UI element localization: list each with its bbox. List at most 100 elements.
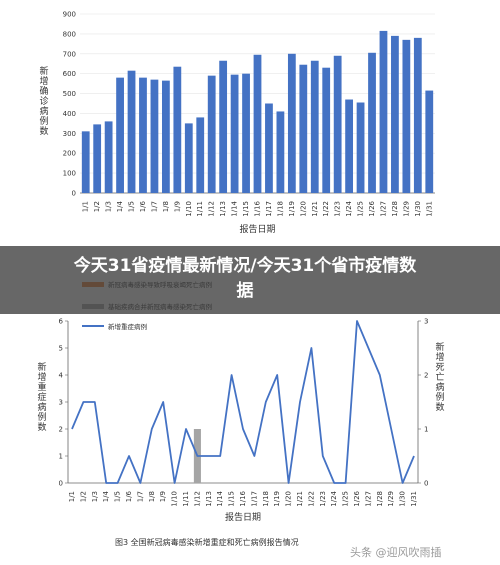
x-tick-label: 1/4 [116,200,124,212]
x-tick-label: 1/18 [262,491,270,507]
x-tick-label: 1/9 [173,201,181,212]
x-tick-label: 1/6 [125,490,133,502]
x-tick-label: 1/20 [285,491,293,507]
y-tick-label: 200 [63,150,76,158]
bar [161,80,170,193]
y-right-tick-label: 2 [424,372,428,380]
y-tick-label: 800 [63,30,76,38]
x-tick-label: 1/5 [114,491,122,502]
bar [299,64,308,193]
x-tick-label: 1/23 [319,491,327,507]
x-tick-label: 1/17 [265,201,273,217]
x-tick-label: 1/28 [391,201,399,217]
y-tick-label: 700 [63,50,76,58]
bar [345,99,354,193]
bar [127,70,136,193]
x-tick-label: 1/14 [216,490,224,506]
x-tick-label: 1/26 [368,200,376,216]
x-tick-label: 1/19 [288,201,296,217]
bar [368,52,376,194]
x-tick-label: 1/16 [239,490,247,506]
bar [402,39,411,193]
x-tick-label: 1/7 [136,491,144,502]
bar [184,123,193,193]
y-tick-label: 2 [59,426,63,434]
x-tick-label: 1/4 [102,490,110,502]
bar [379,30,388,194]
x-tick-label: 1/26 [353,490,361,506]
article-title-banner: 今天31省疫情最新情况/今天31个省市疫情数据 [0,246,500,314]
y-tick-label: 0 [59,480,63,488]
x-tick-label: 1/7 [150,201,158,212]
bar [253,54,262,194]
bar [116,77,124,193]
bar [104,121,113,193]
x-axis-label: 报告日期 [225,511,261,523]
x-tick-label: 1/31 [410,491,418,507]
x-tick-label: 1/10 [171,491,179,507]
bar [356,102,365,193]
x-tick-label: 1/2 [79,491,87,502]
bar [265,103,273,193]
y-right-axis-label: 新增死亡病例数 [435,341,444,413]
bar [413,37,422,193]
x-tick-label: 1/24 [330,490,338,506]
x-tick-label: 1/10 [185,201,193,217]
bar [139,77,147,193]
y-tick-label: 400 [63,110,76,118]
bar [219,60,228,193]
bar [425,90,434,193]
x-tick-label: 1/6 [139,200,147,212]
x-tick-label: 1/12 [193,491,201,507]
x-tick-label: 1/11 [196,201,204,217]
y-tick-label: 1 [59,453,63,461]
x-axis-label: 报告日期 [239,223,275,235]
x-tick-label: 1/30 [414,201,422,217]
article-title: 今天31省疫情最新情况/今天31个省市疫情数据 [73,256,417,301]
x-tick-label: 1/1 [82,201,90,212]
x-tick-label: 1/30 [399,491,407,507]
y-tick-label: 300 [63,130,76,138]
x-tick-label: 1/12 [208,201,216,217]
y-tick-label: 6 [59,318,64,326]
x-tick-label: 1/22 [322,201,330,217]
y-right-tick-label: 1 [424,426,428,434]
y-tick-label: 900 [63,11,76,19]
bar [242,73,250,193]
x-tick-label: 1/25 [342,491,350,507]
x-tick-label: 1/13 [219,201,227,217]
bar [287,53,296,194]
x-tick-label: 1/13 [205,491,213,507]
x-tick-label: 1/3 [105,201,113,212]
x-tick-label: 1/5 [128,201,136,212]
bar [230,74,239,193]
bar [173,66,182,193]
legend-label-severe: 新增重症病例 [108,322,147,331]
x-tick-label: 1/8 [162,201,170,212]
x-tick-label: 1/27 [364,491,372,507]
y-axis-label: 新增重症病例数 [37,361,46,433]
x-tick-label: 1/17 [250,491,258,507]
x-tick-label: 1/23 [334,201,342,217]
y-tick-label: 0 [72,190,76,198]
x-tick-label: 1/24 [345,200,353,216]
x-tick-label: 1/18 [276,201,284,217]
x-tick-label: 1/28 [376,491,384,507]
y-tick-label: 100 [63,170,76,178]
x-tick-label: 1/9 [159,491,167,502]
bar [207,75,216,193]
x-tick-label: 1/1 [68,491,76,502]
y-tick-label: 600 [63,70,76,78]
y-tick-label: 3 [59,399,63,407]
x-tick-label: 1/14 [231,200,239,216]
x-tick-label: 1/27 [379,201,387,217]
bar [333,55,342,194]
x-tick-label: 1/3 [91,491,99,502]
bar [276,111,285,193]
y-tick-label: 4 [59,372,64,380]
x-tick-label: 1/20 [299,201,307,217]
bar [310,60,319,193]
y-right-tick-label: 3 [424,318,428,326]
x-tick-label: 1/29 [402,201,410,217]
x-tick-label: 1/29 [387,491,395,507]
